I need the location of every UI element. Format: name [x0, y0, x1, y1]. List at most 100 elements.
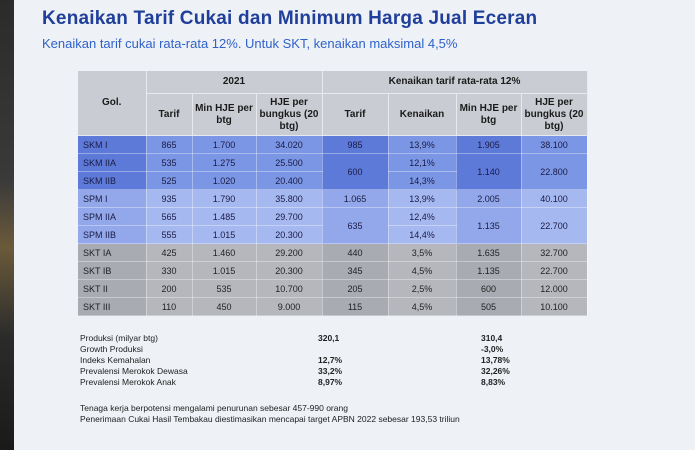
cell-new-tarif: 115 [322, 297, 389, 316]
header-hje-2021: HJE per bungkus (20 btg) [256, 93, 323, 136]
cell-hje: 29.700 [256, 207, 323, 226]
cell-kenaikan: 12,1% [388, 153, 457, 172]
table-row: SKM I 865 1.700 34.020 985 13,9% 1.905 3… [78, 135, 588, 154]
summary-value-new: 310,4 [481, 333, 503, 343]
cell-new-hje: 22.700 [521, 261, 588, 280]
table-row: SKT II 200 535 10.700 205 2,5% 600 12.00… [78, 279, 588, 298]
header-min-hje-2021: Min HJE per btg [192, 93, 257, 136]
video-edge-strip [0, 0, 14, 450]
summary-block: Produksi (milyar btg) 320,1 310,4 Growth… [80, 333, 550, 388]
cell-new-hje: 40.100 [521, 189, 588, 208]
cell-kenaikan: 14,3% [388, 171, 457, 190]
cell-tarif: 200 [146, 279, 193, 298]
header-group-2021: 2021 [146, 71, 323, 94]
cell-kenaikan: 3,5% [388, 243, 457, 262]
cell-kenaikan: 14,4% [388, 225, 457, 244]
page-title: Kenaikan Tarif Cukai dan Minimum Harga J… [42, 8, 538, 29]
cell-hje: 20.300 [256, 261, 323, 280]
cell-new-min-hje: 1.135 [456, 261, 522, 280]
cell-min-hje: 1.790 [192, 189, 257, 208]
summary-label: Prevalensi Merokok Anak [80, 377, 176, 387]
cell-kenaikan: 12,4% [388, 207, 457, 226]
cell-new-min-hje: 1.140 [456, 153, 522, 190]
summary-value-2021: 8,97% [318, 377, 343, 387]
cell-kenaikan: 13,9% [388, 135, 457, 154]
summary-value-2021: 33,2% [318, 366, 343, 376]
cell-new-hje: 22.800 [521, 153, 588, 190]
cell-hje: 25.500 [256, 153, 323, 172]
summary-row: Indeks Kemahalan 12,7% 13,78% [80, 355, 550, 366]
summary-value-new: 13,78% [481, 355, 510, 365]
cell-hje: 29.200 [256, 243, 323, 262]
cell-new-min-hje: 1.635 [456, 243, 522, 262]
summary-label: Indeks Kemahalan [80, 355, 151, 365]
cell-tarif: 565 [146, 207, 193, 226]
note-line: Tenaga kerja berpotensi mengalami penuru… [80, 403, 348, 413]
cell-new-min-hje: 1.905 [456, 135, 522, 154]
cell-min-hje: 1.015 [192, 225, 257, 244]
summary-row: Produksi (milyar btg) 320,1 310,4 [80, 333, 550, 344]
cell-tarif: 525 [146, 171, 193, 190]
cell-gol: SPM I [78, 189, 147, 208]
table-row: SKT IA 425 1.460 29.200 440 3,5% 1.635 3… [78, 243, 588, 262]
header-kenaikan: Kenaikan [388, 93, 457, 136]
cell-min-hje: 1.020 [192, 171, 257, 190]
header-gol: Gol. [78, 71, 147, 136]
note-line: Penerimaan Cukai Hasil Tembakau diestima… [80, 414, 460, 424]
cell-tarif: 330 [146, 261, 193, 280]
table-row: SKM IIA 535 1.275 25.500 600 12,1% 1.140… [78, 153, 588, 190]
cell-hje: 34.020 [256, 135, 323, 154]
cell-gol: SKM IIB [78, 171, 147, 190]
summary-label: Growth Produksi [80, 344, 143, 354]
header-tarif-new: Tarif [322, 93, 389, 136]
table-row: SPM I 935 1.790 35.800 1.065 13,9% 2.005… [78, 189, 588, 208]
table-row: SPM IIA 565 1.485 29.700 635 12,4% 1.135… [78, 207, 588, 244]
cell-hje: 35.800 [256, 189, 323, 208]
cell-new-tarif: 1.065 [322, 189, 389, 208]
cell-kenaikan: 13,9% [388, 189, 457, 208]
table-row: SKT III 110 450 9.000 115 4,5% 505 10.10… [78, 297, 588, 316]
cell-gol: SKT II [78, 279, 147, 298]
cell-new-tarif: 345 [322, 261, 389, 280]
cell-tarif: 535 [146, 153, 193, 172]
cell-min-hje: 535 [192, 279, 257, 298]
cell-new-tarif: 440 [322, 243, 389, 262]
cell-new-hje: 10.100 [521, 297, 588, 316]
cell-new-hje: 22.700 [521, 207, 588, 244]
header-group-new: Kenaikan tarif rata-rata 12% [322, 71, 588, 94]
cell-gol: SPM IIA [78, 207, 147, 226]
summary-value-2021: 320,1 [318, 333, 340, 343]
summary-row: Prevalensi Merokok Dewasa 33,2% 32,26% [80, 366, 550, 377]
summary-label: Produksi (milyar btg) [80, 333, 158, 343]
cell-new-tarif: 205 [322, 279, 389, 298]
cell-hje: 20.300 [256, 225, 323, 244]
tariff-table: Gol. 2021 Kenaikan tarif rata-rata 12% T… [78, 71, 588, 316]
cell-new-tarif: 600 [322, 153, 389, 190]
cell-hje: 9.000 [256, 297, 323, 316]
cell-hje: 10.700 [256, 279, 323, 298]
cell-gol: SKM IIA [78, 153, 147, 172]
notes-block: Tenaga kerja berpotensi mengalami penuru… [80, 403, 560, 425]
cell-tarif: 935 [146, 189, 193, 208]
summary-value-new: 32,26% [481, 366, 510, 376]
cell-gol: SKT IA [78, 243, 147, 262]
cell-new-min-hje: 1.135 [456, 207, 522, 244]
cell-new-hje: 38.100 [521, 135, 588, 154]
summary-row: Prevalensi Merokok Anak 8,97% 8,83% [80, 377, 550, 388]
cell-min-hje: 1.015 [192, 261, 257, 280]
cell-new-tarif: 635 [322, 207, 389, 244]
cell-tarif: 865 [146, 135, 193, 154]
table-row: SKM IIB 525 1.020 20.400 14,3% [78, 171, 587, 190]
cell-new-min-hje: 505 [456, 297, 522, 316]
header-tarif-2021: Tarif [146, 93, 193, 136]
summary-label: Prevalensi Merokok Dewasa [80, 366, 188, 376]
cell-hje: 20.400 [256, 171, 323, 190]
cell-kenaikan: 4,5% [388, 297, 457, 316]
cell-new-hje: 32.700 [521, 243, 588, 262]
cell-gol: SKT IB [78, 261, 147, 280]
summary-value-new: 8,83% [481, 377, 506, 387]
cell-min-hje: 1.460 [192, 243, 257, 262]
cell-new-tarif: 985 [322, 135, 389, 154]
cell-tarif: 110 [146, 297, 193, 316]
cell-min-hje: 1.485 [192, 207, 257, 226]
